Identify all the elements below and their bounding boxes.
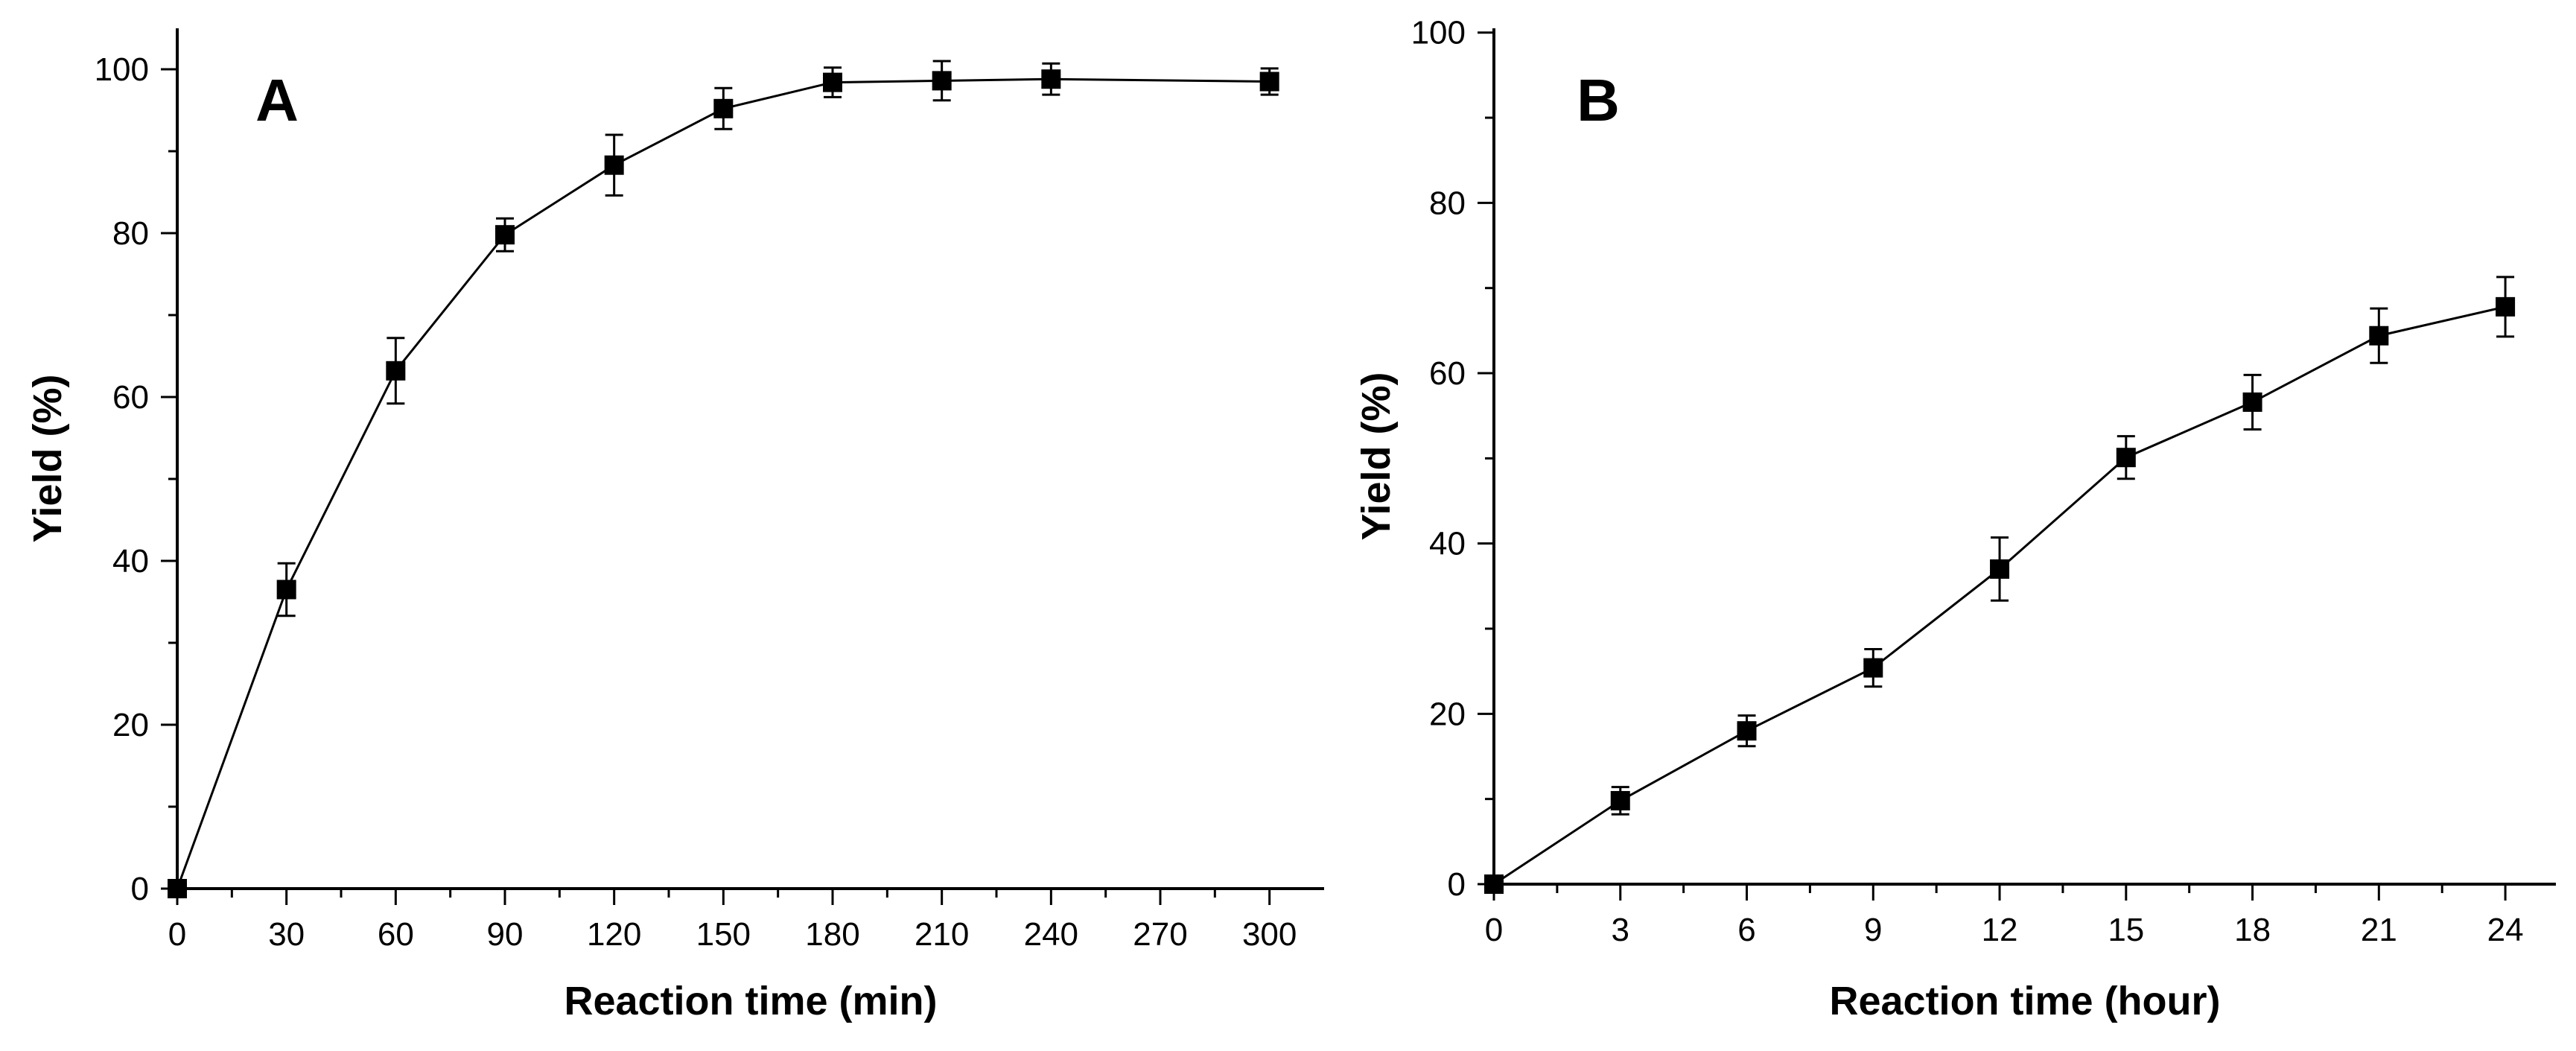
y-axis-title: Yield (%) [25,374,70,542]
data-point [168,879,187,898]
data-point [2116,448,2136,468]
y-tick-label: 60 [112,379,149,416]
data-point [495,225,515,245]
x-tick-label: 15 [2108,912,2144,948]
x-tick-label: 270 [1133,916,1187,953]
data-point [1484,874,1504,894]
panel-label-a: A [255,67,299,133]
data-point [1990,559,2010,579]
x-tick-label: 24 [2487,912,2524,948]
data-point [2496,296,2516,317]
y-tick-label: 100 [95,51,149,88]
data-point [1737,721,1757,741]
data-point [932,71,952,91]
x-axis-title: Reaction time (min) [564,979,937,1023]
chart-panel-b: 0 3 6 9 12 15 18 21 24 0 20 40 60 80 100 Reaction time … [1354,15,2556,1023]
y-tick-label: 20 [112,707,149,743]
x-tick-label: 30 [268,916,305,953]
x-tick-label: 0 [168,916,186,953]
x-tick-label: 3 [1612,912,1629,948]
panel-label-b: B [1577,67,1620,133]
x-tick-label: 120 [587,916,641,953]
x-tick-label: 60 [378,916,414,953]
data-point [713,98,734,118]
x-tick-label: 240 [1024,916,1078,953]
data-point [1041,69,1061,89]
chart-panel-a: 0 30 60 90 120 150 180 210 240 270 300 0 20 40 60 80 100… [25,28,1324,1023]
y-tick-label: 80 [112,215,149,252]
y-tick-label: 40 [1429,526,1466,562]
x-tick-label: 12 [1982,912,2018,948]
y-axis-title: Yield (%) [1354,372,1399,540]
y-tick-label: 80 [1429,185,1466,221]
x-tick-label: 90 [487,916,524,953]
y-tick-label: 20 [1429,696,1466,732]
y-tick-label: 0 [1448,866,1466,903]
data-point [823,72,842,92]
data-point [386,361,406,381]
x-tick-label: 6 [1737,912,1755,948]
x-tick-label: 18 [2234,912,2271,948]
x-tick-label: 180 [805,916,859,953]
y-tick-label: 60 [1429,355,1466,392]
data-point [2242,392,2262,412]
data-point [276,580,296,600]
data-point [604,155,624,175]
x-tick-label: 21 [2361,912,2397,948]
y-tick-label: 40 [112,543,149,580]
x-tick-label: 210 [915,916,969,953]
x-tick-label: 0 [1485,912,1503,948]
data-point [1259,72,1279,92]
data-point [1610,790,1630,810]
data-point [2369,326,2389,346]
x-tick-label: 300 [1242,916,1297,953]
y-tick-label: 100 [1411,15,1466,51]
x-tick-label: 150 [696,916,751,953]
data-point [1863,658,1883,678]
series-line [176,77,1270,889]
x-tick-label: 9 [1864,912,1882,948]
x-axis-title: Reaction time (hour) [1829,979,2220,1023]
y-tick-label: 0 [131,871,149,907]
